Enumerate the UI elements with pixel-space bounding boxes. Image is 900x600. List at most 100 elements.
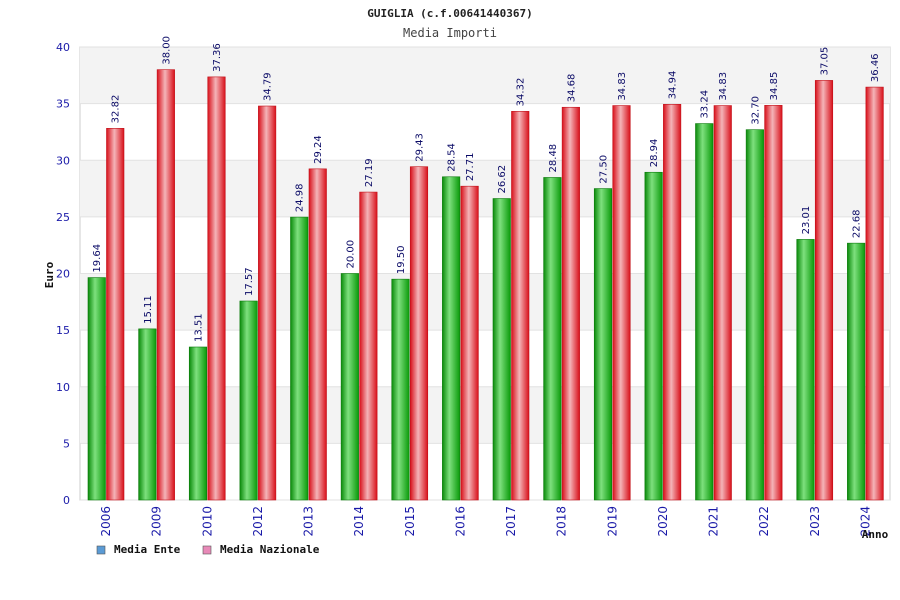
x-tick-label: 2015 <box>403 506 417 537</box>
bar <box>745 129 764 501</box>
value-label: 22.68 <box>852 210 863 239</box>
value-label: 28.54 <box>447 143 458 172</box>
x-tick-label: 2006 <box>99 506 113 537</box>
value-label: 27.71 <box>465 153 476 182</box>
bar <box>156 69 175 501</box>
value-label: 26.62 <box>497 165 508 194</box>
bar <box>593 188 613 501</box>
bar <box>87 277 106 501</box>
bar <box>460 185 479 501</box>
bar <box>713 105 732 501</box>
value-label: 15.11 <box>143 295 154 324</box>
bar <box>511 111 530 501</box>
y-tick-label: 30 <box>56 154 70 167</box>
value-label: 38.00 <box>161 36 172 65</box>
x-tick-label: 2021 <box>707 506 721 537</box>
x-tick-label: 2010 <box>200 506 214 537</box>
x-tick-label: 2022 <box>757 506 771 537</box>
bar <box>663 104 682 501</box>
bar <box>442 176 461 501</box>
y-tick-label: 40 <box>56 41 70 54</box>
legend-label: Media Ente <box>114 543 181 556</box>
bar <box>644 171 663 501</box>
value-label: 37.36 <box>212 43 223 72</box>
bar <box>258 105 277 501</box>
value-label: 28.94 <box>649 139 660 168</box>
bar <box>239 300 258 501</box>
legend-item: Media Nazionale <box>202 543 320 556</box>
bar <box>188 346 208 501</box>
value-label: 34.68 <box>566 74 577 103</box>
x-axis-label: Anno <box>862 528 889 541</box>
bar <box>308 168 327 501</box>
bar <box>796 239 815 501</box>
value-label: 23.01 <box>801 206 812 235</box>
bar <box>847 242 866 501</box>
y-tick-label: 15 <box>56 324 70 337</box>
bar <box>106 128 125 501</box>
value-label: 36.46 <box>870 53 881 82</box>
value-label: 17.57 <box>244 267 255 296</box>
value-labels: 19.64 32.82 15.11 38.00 13.51 37.36 17.57 34.79… <box>92 36 881 342</box>
x-tick-label: 2016 <box>453 506 467 537</box>
value-label: 34.79 <box>263 72 274 101</box>
bars <box>87 69 884 501</box>
bar <box>290 216 309 501</box>
x-tick-label: 2014 <box>352 506 366 537</box>
value-label: 27.50 <box>599 155 610 184</box>
chart-title: GUIGLIA (c.f.00641440367) <box>367 7 533 20</box>
value-label: 29.24 <box>313 135 324 164</box>
bar <box>695 123 714 501</box>
value-label: 32.70 <box>750 96 761 125</box>
value-label: 29.43 <box>415 133 426 162</box>
value-label: 34.85 <box>769 72 780 101</box>
value-label: 24.98 <box>295 183 306 212</box>
bar <box>340 273 359 501</box>
legend-swatch <box>202 545 212 555</box>
x-tick-label: 2023 <box>808 506 822 537</box>
y-axis-label: Euro <box>43 261 56 288</box>
x-tick-label: 2020 <box>656 506 670 537</box>
bar <box>138 328 157 501</box>
y-tick-label: 20 <box>56 268 70 281</box>
x-axis-ticks: 2006 2009 2010 2012 2013 2014 2015 2016 2017 2018… <box>99 506 872 537</box>
value-label: 19.64 <box>92 244 103 273</box>
x-tick-label: 2013 <box>302 506 316 537</box>
bar <box>561 106 580 501</box>
bar <box>207 76 226 501</box>
bar <box>764 105 783 501</box>
legend-item: Media Ente <box>96 543 181 556</box>
value-label: 33.24 <box>700 90 711 119</box>
x-tick-label: 2019 <box>605 506 619 537</box>
value-label: 34.32 <box>516 78 527 107</box>
legend-label: Media Nazionale <box>220 543 320 556</box>
bar <box>612 105 631 501</box>
bar <box>409 166 429 501</box>
bar <box>543 177 562 501</box>
y-tick-label: 10 <box>56 381 70 394</box>
value-label: 20.00 <box>345 240 356 269</box>
y-tick-label: 35 <box>56 98 70 111</box>
value-label: 34.83 <box>617 72 628 101</box>
value-label: 27.19 <box>364 158 375 187</box>
legend: Media Ente Media Nazionale <box>96 543 320 556</box>
value-label: 34.94 <box>668 71 679 100</box>
bar <box>865 86 884 501</box>
value-label: 13.51 <box>194 313 205 342</box>
bar <box>814 80 834 501</box>
x-tick-label: 2009 <box>150 506 164 537</box>
x-tick-label: 2024 <box>858 506 872 537</box>
bar <box>492 198 511 501</box>
y-tick-label: 25 <box>56 211 70 224</box>
y-tick-label: 5 <box>63 437 70 450</box>
value-label: 32.82 <box>111 95 122 124</box>
bar <box>359 191 378 501</box>
value-label: 34.83 <box>718 72 729 101</box>
x-tick-label: 2012 <box>251 506 265 537</box>
chart-subtitle: Media Importi <box>403 26 497 40</box>
value-label: 37.05 <box>820 47 831 76</box>
value-label: 28.48 <box>548 144 559 173</box>
x-tick-label: 2017 <box>504 506 518 537</box>
value-label: 19.50 <box>396 246 407 275</box>
